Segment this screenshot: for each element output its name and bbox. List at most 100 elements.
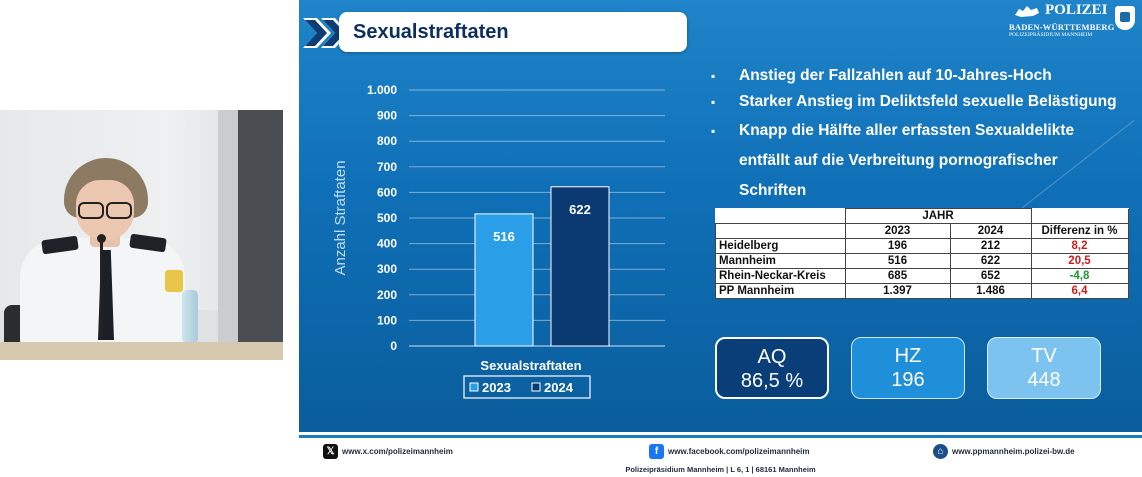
water-bottle [182, 290, 198, 342]
y-tick-label: 600 [377, 185, 397, 199]
kpi-hz: HZ 196 [851, 337, 965, 399]
row-name: Rhein-Neckar-Kreis [715, 268, 846, 284]
row-2023: 516 [844, 253, 951, 269]
row-diff: 20,5 [1030, 253, 1129, 269]
footer-facebook[interactable]: f www.facebook.com/polizeimannheim [649, 443, 810, 461]
y-tick-label: 200 [377, 288, 397, 302]
kpi-value: 196 [891, 369, 925, 391]
dark-panel [238, 110, 283, 350]
kpi-label: TV [1031, 345, 1057, 367]
wall-panel [218, 110, 238, 350]
y-tick-labels: 0 100 200 300 400 500 600 700 800 900 1.000 [367, 83, 397, 353]
legend-swatch [469, 382, 479, 392]
statistics-table: JAHR 2023 2024 Differenz in % Heidelberg… [715, 208, 1129, 299]
y-tick-label: 300 [377, 262, 397, 276]
y-tick-label: 800 [377, 134, 397, 148]
coat-of-arms-icon [1115, 6, 1135, 30]
table-header-diff: Differenz in % [1030, 223, 1129, 239]
row-diff: 8,2 [1030, 238, 1129, 254]
data-label: 622 [569, 202, 591, 217]
website-link[interactable]: www.ppmannheim.polizei-bw.de [952, 447, 1075, 456]
y-axis-label: Anzahl Straftaten [332, 160, 349, 275]
data-label: 516 [493, 229, 515, 244]
table-corner [715, 208, 846, 224]
bar-2023 [474, 213, 534, 347]
x-logo-icon: 𝕏 [323, 444, 338, 460]
y-tick-label: 700 [377, 160, 397, 174]
row-2023: 196 [844, 238, 951, 254]
row-2023: 685 [844, 268, 951, 284]
table-row: Rhein-Neckar-Kreis 685 652 -4,8 [715, 268, 1129, 284]
legend-frame [463, 375, 591, 399]
logo-text-polizei: POLIZEI [1045, 2, 1108, 18]
speaker-face [76, 180, 134, 240]
bar-chart: 0 100 200 300 400 500 600 700 800 900 1.000 516 622… [332, 83, 665, 399]
row-2024: 652 [949, 268, 1032, 284]
bar-2024 [550, 186, 610, 347]
row-2024: 622 [949, 253, 1032, 269]
footer-divider [299, 435, 1142, 438]
row-2023: 1.397 [844, 283, 951, 299]
footer-website[interactable]: ⌂ www.ppmannheim.polizei-bw.de [933, 443, 1075, 461]
footer-address: Polizeipräsidium Mannheim | L 6, 1 | 681… [625, 465, 816, 474]
y-tick-label: 0 [390, 339, 397, 353]
microphone-icon [97, 234, 106, 243]
police-logo: POLIZEI BADEN-WÜRTTEMBERG POLIZEIPRÄSIDI… [1009, 2, 1139, 42]
x-link[interactable]: www.x.com/polizeimannheim [342, 447, 453, 456]
table-group-header: JAHR [844, 208, 1032, 224]
kpi-label: AQ [757, 346, 787, 368]
microphone-stand [100, 238, 103, 338]
facebook-icon: f [649, 444, 664, 460]
speaker-glasses [78, 202, 132, 219]
table-row: Heidelberg 196 212 8,2 [715, 238, 1129, 254]
y-tick-label: 900 [377, 109, 397, 123]
sleeve-badge [165, 270, 183, 292]
table-row: Mannheim 516 622 20,5 [715, 253, 1129, 269]
data-labels: 516 622 [493, 202, 591, 244]
lion-icon [1015, 6, 1039, 17]
y-tick-label: 100 [377, 313, 397, 327]
facebook-link[interactable]: www.facebook.com/polizeimannheim [668, 447, 810, 456]
chart-grid [409, 89, 665, 347]
chart-bars [474, 186, 610, 347]
table-corner-right [1031, 208, 1129, 224]
row-diff: 6,4 [1030, 283, 1129, 299]
table-header-2023: 2023 [844, 223, 951, 239]
bullet-list: Anstieg der Fallzahlen auf 10-Jahres-Hoc… [711, 64, 1141, 208]
kpi-label: HZ [894, 345, 922, 367]
y-tick-label: 1.000 [367, 83, 397, 97]
row-name: Mannheim [715, 253, 846, 269]
row-2024: 1.486 [949, 283, 1032, 299]
table-header-blank [715, 223, 846, 239]
legend-entry: 2023 [482, 380, 511, 395]
chart-legend: 2023 2024 [463, 375, 591, 399]
logo-text-state: BADEN-WÜRTTEMBERG [1009, 22, 1115, 32]
slide-title: Sexualstraftaten [353, 21, 509, 43]
row-name: Heidelberg [715, 238, 846, 254]
bullet-item: Knapp die Hälfte aller erfassten Sexuald… [711, 116, 1119, 206]
y-tick-label: 400 [377, 237, 397, 251]
logo-text-presidium: POLIZEIPRÄSIDIUM MANNHEIM [1009, 32, 1093, 38]
title-box [339, 12, 687, 52]
kpi-tv: TV 448 [987, 337, 1101, 399]
bullet-item: Anstieg der Fallzahlen auf 10-Jahres-Hoc… [711, 64, 1141, 88]
row-diff: -4,8 [1030, 268, 1129, 284]
table-header-2024: 2024 [949, 223, 1032, 239]
kpi-aq: AQ 86,5 % [715, 337, 829, 399]
row-name: PP Mannheim [715, 283, 846, 299]
bullet-item: Starker Anstieg im Deliktsfeld sexuelle … [711, 90, 1141, 114]
x-category-label: Sexualstraftaten [480, 358, 581, 373]
kpi-value: 86,5 % [740, 370, 804, 392]
kpi-value: 448 [1027, 369, 1061, 391]
row-2024: 212 [949, 238, 1032, 254]
desk [0, 342, 283, 360]
legend-entry: 2024 [544, 380, 574, 395]
table-row: PP Mannheim 1.397 1.486 6,4 [715, 283, 1129, 299]
presentation-slide: Sexualstraftaten POLIZEI BADEN-WÜRTTEMBE… [299, 0, 1142, 477]
home-icon: ⌂ [933, 444, 948, 460]
legend-swatch [531, 382, 541, 392]
camera-feed [0, 110, 283, 360]
y-tick-label: 500 [377, 211, 397, 225]
